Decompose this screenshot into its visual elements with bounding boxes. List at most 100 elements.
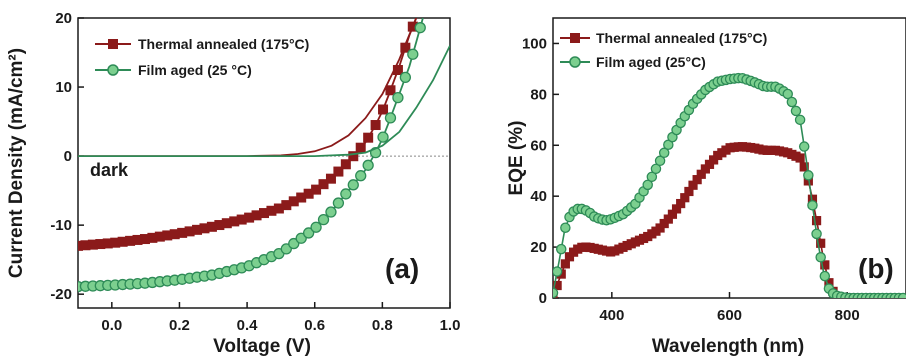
data-point-circle [794,114,806,126]
data-point-square [807,194,818,204]
data-point-square [95,239,106,250]
data-point-circle [650,163,662,175]
data-point-circle [790,105,802,117]
legend-label-thermal-annealed-b: Thermal annealed (175°C) [596,30,767,46]
data-point-circle [553,287,559,298]
data-point-square [355,142,366,153]
data-point-circle [384,112,397,124]
data-point-square [244,212,255,223]
panel-a-plot-frame [77,17,451,309]
data-point-circle [377,131,389,143]
data-point-square [671,204,682,214]
data-point-square [80,240,91,251]
data-point-circle [819,270,831,282]
panel-a-y-axis-label: Current Density (mA/cm²) [6,48,27,278]
series-light-curve-0 [78,18,418,251]
data-point-square [811,216,822,226]
data-point-circle [646,171,658,183]
data-point-square [688,180,698,190]
data-point-square [266,205,277,216]
data-point-square [363,132,374,143]
data-point-square [251,210,262,221]
panel-b-y-axis-label: EQE (%) [506,121,527,196]
data-point-square [199,223,210,234]
data-point-circle [897,292,906,298]
y-tick-label: 60 [530,137,547,154]
data-point-square [192,224,203,235]
data-point-square [206,221,217,232]
y-tick-label: 100 [522,35,547,52]
data-point-square [676,198,686,209]
data-point-circle [302,227,315,239]
data-point-square [667,209,678,219]
panel-a-x-axis-label: Voltage (V) [213,336,311,356]
data-point-square [663,214,673,224]
data-point-circle [807,200,818,211]
data-point-square [117,236,128,247]
data-point-square [162,230,173,241]
data-point-square [684,186,694,197]
y-tick-label: 10 [55,79,72,96]
x-tick-label: 0.4 [237,317,259,334]
y-tick-label: 0 [539,290,547,307]
x-tick-label: 400 [599,307,624,324]
data-point-square [553,280,562,291]
data-point-square [125,235,136,246]
x-tick-label: 0.6 [304,317,325,334]
data-point-square [303,188,314,199]
data-point-circle [414,22,426,34]
x-tick-label: 0.2 [169,317,190,334]
data-point-circle [317,213,330,226]
data-point-circle [288,237,300,250]
x-tick-label: 0.8 [372,317,393,334]
data-point-square [229,216,240,227]
series-light-curve-1 [553,72,906,298]
panel-a-legend: Thermal annealed (175°C) Film aged (25 °… [95,36,309,78]
data-point-circle [654,155,666,167]
legend-marker-film-aged-b [569,56,581,68]
data-point-circle [798,141,810,152]
data-point-square [184,226,195,237]
panel-b-x-ticks: 400 600 800 [599,292,860,324]
data-point-circle [355,170,367,182]
y-tick-label: 20 [55,10,72,27]
series-dark-curve-3 [78,45,450,158]
data-point-square [221,218,232,229]
data-point-square [392,65,403,76]
data-point-square [87,239,98,250]
data-point-square [560,259,570,269]
panel-b-y-ticks: 0 20 40 60 80 100 [522,35,559,307]
data-point-square [214,220,225,231]
data-point-square [259,208,269,219]
data-point-square [816,238,826,248]
data-point-circle [811,228,822,240]
data-point-square [132,234,143,245]
series-line [78,45,450,158]
data-point-square [147,232,158,243]
data-point-square [281,200,292,211]
data-point-square [400,42,411,53]
data-point-circle [658,147,670,159]
data-point-square [318,179,329,190]
panel-a-x-ticks: 0.0 0.2 0.4 0.6 0.8 1.0 [101,302,460,334]
data-point-square [696,169,706,179]
data-point-square [102,238,113,249]
data-point-circle [332,197,345,209]
data-point-square [820,260,830,270]
y-tick-label: 40 [530,188,547,205]
data-point-square [385,85,396,96]
y-tick-label: -20 [50,286,72,303]
panel-b-label: (b) [858,253,894,284]
data-point-square [692,175,702,185]
panel-b-legend: Thermal annealed (175°C) Film aged (25°C… [560,30,767,70]
panel-b-eqe-plot: 400 600 800 0 20 40 60 80 100 (b) Wavelength (n… [506,17,906,356]
data-point-square [311,184,322,195]
panel-b-x-axis-label: Wavelength (nm) [652,336,804,356]
series-light-curve-1 [78,18,426,293]
legend-label-film-aged-b: Film aged (25°C) [596,54,706,70]
panel-a-dark-annotation: dark [90,160,129,180]
data-point-circle [642,179,653,191]
panel-a-y-ticks: -20 -10 0 10 20 [50,10,84,303]
data-point-square [680,193,690,203]
